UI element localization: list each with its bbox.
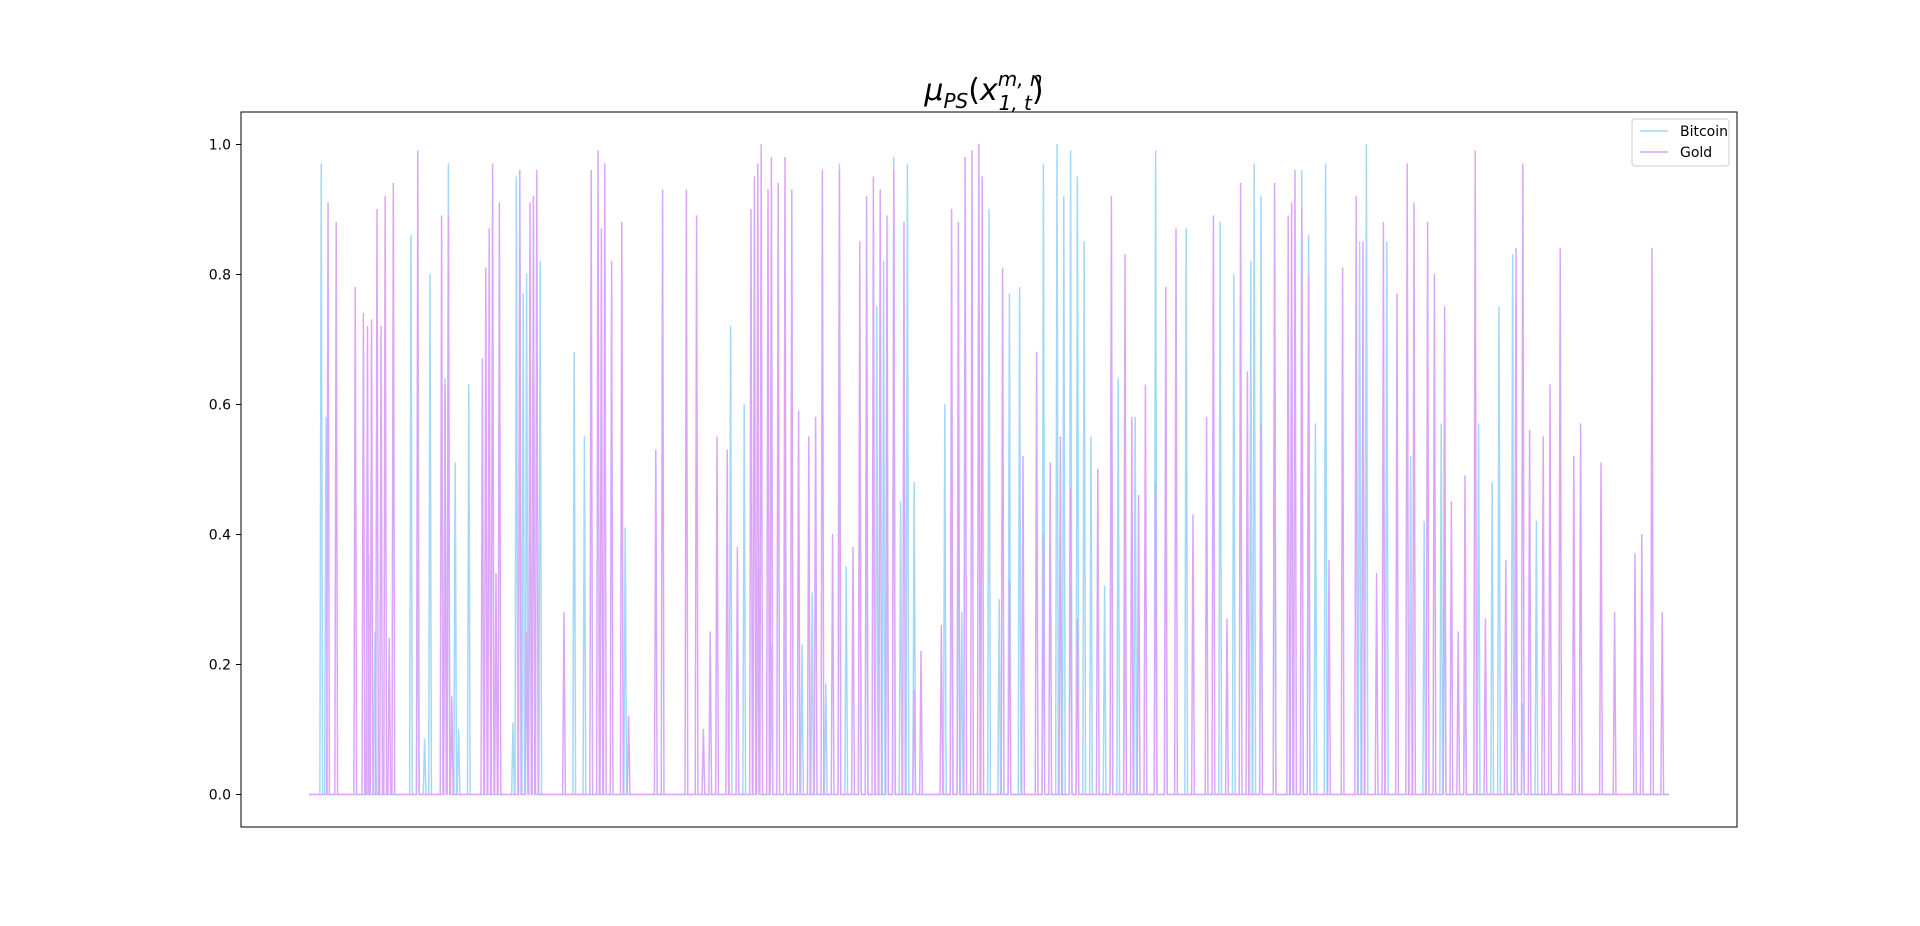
y-tick-label: 0.2 — [209, 658, 231, 674]
plot-area — [309, 143, 1669, 796]
title-variable-subscript: 1, t — [999, 91, 1033, 115]
series-line-bitcoin — [309, 143, 1669, 796]
legend-label-gold: Gold — [1680, 145, 1712, 161]
plot-frame — [240, 111, 1738, 828]
y-tick-label: 1.0 — [209, 138, 231, 154]
legend-label-bitcoin: Bitcoin — [1680, 124, 1728, 140]
y-tick-label: 0.4 — [209, 528, 231, 544]
y-tick-label: 0.6 — [209, 398, 231, 414]
svg-text:μPS(xm, n1, t): μPS(xm, n 1, t) — [923, 67, 1043, 115]
chart-title: μPS(xm, n 1, t) — [923, 67, 1043, 115]
legend-item-gold[interactable]: Gold — [1640, 145, 1712, 161]
title-symbol-subscript: PS — [943, 89, 968, 113]
y-tick-label: 0.8 — [209, 268, 231, 284]
legend[interactable]: Bitcoin Gold — [1631, 118, 1730, 167]
title-close-paren: ) — [1032, 73, 1044, 108]
y-tick-label: 0.0 — [209, 788, 231, 804]
title-variable-superscript: m, n — [998, 67, 1043, 91]
title-symbol: μ — [923, 73, 943, 108]
title-variable: x — [979, 73, 998, 108]
legend-item-bitcoin[interactable]: Bitcoin — [1640, 124, 1728, 140]
series-line-gold — [309, 143, 1669, 796]
y-axis: 0.0 0.2 0.4 0.6 0.8 1.0 — [209, 138, 241, 804]
title-open-paren: ( — [968, 73, 980, 108]
